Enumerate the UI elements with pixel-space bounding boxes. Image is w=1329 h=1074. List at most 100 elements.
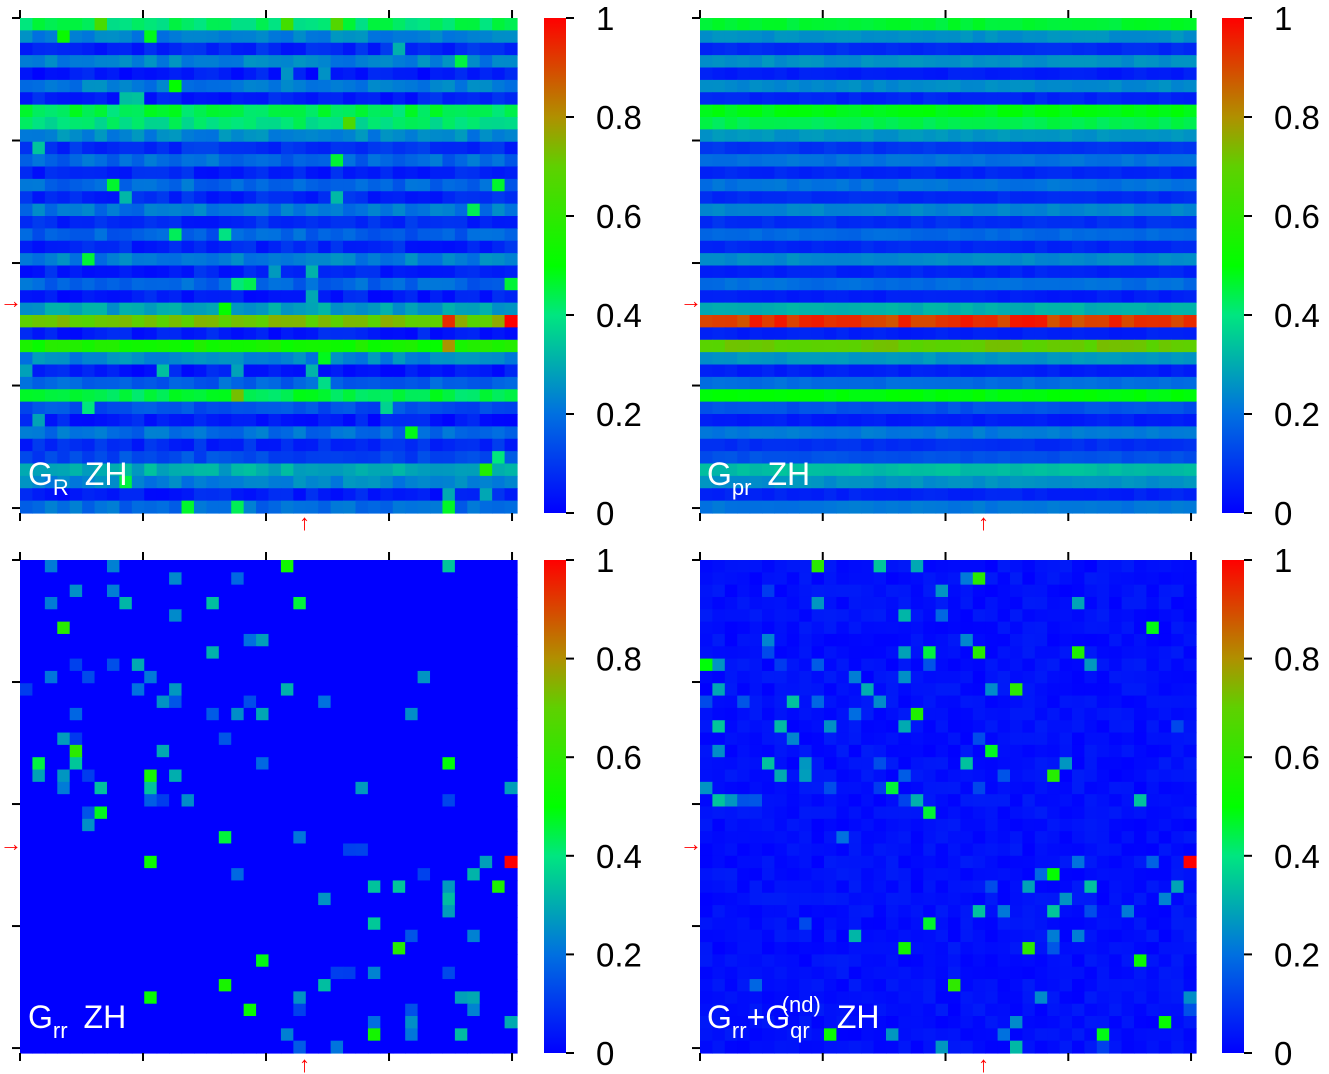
heatmap-cell: [94, 475, 108, 489]
heatmap-cell: [169, 695, 183, 709]
heatmap-cell: [181, 277, 195, 291]
heatmap-cell: [1010, 327, 1023, 341]
heatmap-cell: [724, 216, 738, 229]
heatmap-cell: [280, 339, 294, 353]
heatmap-cell: [94, 253, 108, 267]
heatmap-cell: [94, 892, 108, 906]
heatmap-cell: [1183, 141, 1197, 155]
heatmap-cell: [256, 954, 270, 968]
heatmap-cell: [1034, 42, 1048, 56]
heatmap-cell: [405, 117, 419, 130]
heatmap-cell: [724, 228, 738, 242]
heatmap-cell: [479, 855, 493, 869]
heatmap-cell: [268, 240, 282, 254]
heatmap-cell: [861, 141, 875, 155]
heatmap-cell: [898, 339, 912, 353]
heatmap-cell: [836, 191, 850, 205]
heatmap-cell: [948, 364, 961, 378]
heatmap-cell: [367, 954, 381, 968]
heatmap-cell: [762, 339, 775, 353]
heatmap-cell: [280, 104, 294, 118]
heatmap-cell: [811, 572, 825, 586]
heatmap-cell: [318, 707, 332, 721]
heatmap-cell: [972, 277, 986, 291]
heatmap-cell: [786, 104, 800, 118]
heatmap-cell: [20, 92, 34, 106]
heatmap-cell: [106, 290, 121, 304]
heatmap-cell: [467, 302, 481, 316]
heatmap-cell: [1171, 401, 1185, 415]
heatmap-cell: [1171, 141, 1185, 155]
heatmap-cell: [355, 670, 369, 684]
heatmap-cell: [972, 376, 986, 390]
heatmap-cell: [1158, 463, 1172, 477]
heatmap-cell: [1034, 129, 1048, 143]
heatmap-cell: [355, 929, 369, 943]
heatmap-cell: [280, 892, 294, 906]
heatmap-cell: [898, 203, 912, 217]
heatmap-cell: [305, 966, 319, 980]
heatmap-cell: [1183, 154, 1197, 168]
heatmap-cell: [1146, 352, 1160, 366]
heatmap-cell: [479, 228, 493, 242]
heatmap-cell: [454, 352, 468, 366]
heatmap-cell: [144, 855, 158, 869]
heatmap-cell: [131, 880, 145, 894]
heatmap-cell: [32, 488, 46, 502]
heatmap-cell: [293, 695, 307, 709]
heatmap-cell: [430, 1016, 444, 1029]
heatmap-cell: [293, 584, 307, 598]
heatmap-cell: [318, 1028, 332, 1042]
heatmap-cell: [737, 389, 751, 403]
heatmap-cell: [405, 1003, 419, 1017]
heatmap-cell: [280, 290, 294, 304]
heatmap-cell: [330, 621, 344, 635]
heatmap-cell: [762, 265, 775, 279]
heatmap-cell: [430, 979, 444, 992]
heatmap-cell: [144, 1040, 158, 1054]
heatmap-cell: [44, 166, 58, 180]
heatmap-cell: [824, 451, 837, 465]
heatmap-cell: [1034, 79, 1048, 93]
heatmap-cell: [231, 42, 245, 56]
heatmap-cell: [712, 154, 726, 168]
heatmap-cell: [848, 240, 862, 254]
heatmap-cell: [94, 1003, 108, 1017]
heatmap-cell: [1146, 228, 1160, 242]
heatmap-cell: [910, 166, 924, 180]
heatmap-cell: [442, 818, 456, 832]
heatmap-cell: [898, 451, 912, 465]
heatmap-cell: [1146, 463, 1160, 477]
heatmap-cell: [492, 290, 506, 304]
heatmap-cell: [57, 92, 71, 106]
heatmap-cell: [119, 42, 133, 56]
heatmap-cell: [405, 732, 419, 746]
heatmap-cell: [330, 720, 344, 734]
heatmap-cell: [972, 315, 986, 328]
heatmap-cell: [972, 79, 986, 93]
heatmap-cell: [293, 500, 307, 514]
heatmap-cell: [119, 584, 133, 598]
heatmap-cell: [1034, 572, 1048, 586]
heatmap-cell: [467, 695, 481, 709]
heatmap-cell: [1059, 117, 1073, 130]
heatmap-cell: [467, 720, 481, 734]
heatmap-cell: [156, 744, 170, 758]
heatmap-cell: [405, 277, 419, 291]
heatmap-cell: [910, 228, 924, 242]
heatmap-cell: [1059, 154, 1073, 168]
heatmap-cell: [898, 240, 912, 254]
heatmap-cell: [786, 463, 800, 477]
heatmap-cell: [898, 67, 912, 81]
heatmap-cell: [749, 475, 763, 489]
heatmap-cell: [57, 831, 71, 845]
heatmap-cell: [1146, 191, 1160, 205]
heatmap-cell: [454, 621, 468, 635]
heatmap-cell: [1183, 129, 1197, 143]
heatmap-cell: [1096, 463, 1110, 477]
heatmap-cell: [57, 290, 71, 304]
heatmap-cell: [1134, 253, 1147, 267]
heatmap-cell: [94, 560, 108, 573]
heatmap-cell: [293, 315, 307, 328]
heatmap-cell: [82, 560, 96, 573]
